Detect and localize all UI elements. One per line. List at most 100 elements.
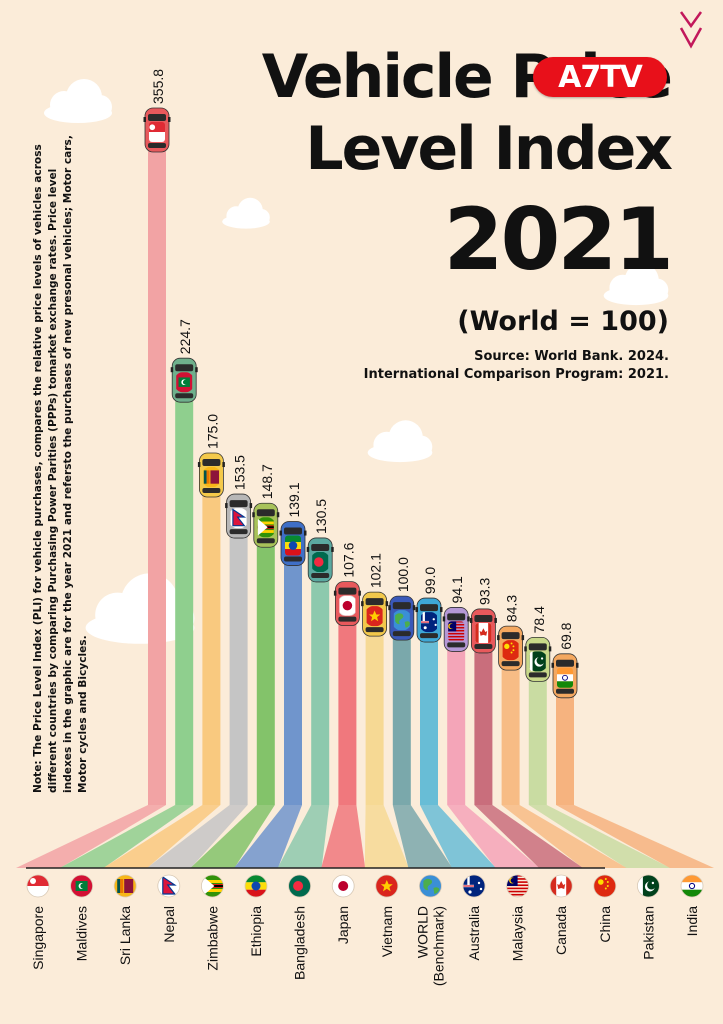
category-label: Singapore <box>30 906 46 970</box>
ethiopia-flag-icon <box>244 874 268 898</box>
perspective-ray <box>474 805 584 868</box>
bar-pakistan <box>528 655 547 805</box>
car-marker <box>415 597 443 643</box>
value-label: 99.0 <box>422 567 438 594</box>
perspective-ray <box>447 805 540 868</box>
category-labels: Singapore Maldives Sri Lanka Nepal Zimbabwe E… <box>30 906 700 986</box>
car-marker <box>225 493 253 539</box>
car-marker <box>388 595 416 641</box>
value-label: 102.1 <box>368 553 384 588</box>
category-label: Bangladesh <box>292 906 308 980</box>
value-label: 94.1 <box>449 576 465 603</box>
category-label: Malaysia <box>510 906 526 961</box>
value-label: 139.1 <box>286 482 302 517</box>
category-label: Zimbabwe <box>204 906 220 971</box>
australia-flag-icon <box>462 874 486 898</box>
value-label: 69.8 <box>558 622 574 649</box>
car-markers <box>143 107 579 699</box>
bar-japan <box>338 599 357 805</box>
category-label: Australia <box>466 906 482 961</box>
perspective-ray <box>528 805 671 868</box>
value-label: 93.3 <box>476 577 492 604</box>
perspective-ray <box>103 805 221 868</box>
perspective-ray <box>234 805 302 868</box>
brand-chevron-icon <box>679 11 703 49</box>
india-flag-icon <box>680 874 704 898</box>
perspective-ray <box>501 805 627 868</box>
bar-nepal <box>229 512 248 805</box>
car-marker <box>469 608 497 654</box>
perspective-ray <box>556 805 714 868</box>
bar-maldives <box>175 376 194 805</box>
category-label: India <box>684 906 700 937</box>
car-marker <box>197 452 225 498</box>
maldives-flag-icon <box>70 874 93 898</box>
cloud <box>367 420 433 463</box>
car-marker <box>361 591 389 637</box>
car-marker <box>279 521 307 566</box>
nepal-flag-icon <box>157 874 181 898</box>
car-marker <box>551 653 579 699</box>
perspective-rays <box>16 805 714 868</box>
bar-zimbabwe <box>256 521 275 805</box>
world-flag-icon <box>418 874 442 898</box>
cloud <box>603 263 669 306</box>
perspective-ray <box>16 805 166 868</box>
car-marker <box>442 607 470 652</box>
china-flag-icon <box>593 874 617 898</box>
category-label: China <box>597 906 613 943</box>
perspective-ray <box>321 805 366 868</box>
bangladesh-flag-icon <box>288 874 312 898</box>
canada-flag-icon <box>549 874 573 898</box>
bar-canada <box>474 626 493 805</box>
value-label: 130.5 <box>313 499 329 534</box>
sri-lanka-flag-icon <box>113 874 137 898</box>
value-label: 148.7 <box>259 464 275 499</box>
vietnam-flag-icon <box>375 874 399 898</box>
bar-bangladesh <box>311 555 330 805</box>
value-label: 107.6 <box>340 542 356 577</box>
malaysia-flag-icon <box>506 874 529 898</box>
value-label: 84.3 <box>504 595 520 622</box>
value-label: 355.8 <box>150 69 166 104</box>
bars <box>148 126 574 805</box>
category-label: WORLD(Benchmark) <box>414 906 446 986</box>
subtitle: (World = 100) <box>457 306 669 337</box>
category-label: Maldives <box>74 906 90 961</box>
car-marker <box>143 107 171 153</box>
car-marker <box>524 636 552 682</box>
bar-australia <box>420 616 438 805</box>
source-line-1: Source: World Bank. 2024. <box>474 349 669 364</box>
category-label: Nepal <box>161 906 177 943</box>
perspective-ray <box>59 805 194 868</box>
bar-malaysia <box>447 625 466 805</box>
perspective-ray <box>190 805 275 868</box>
bar-ethiopia <box>284 539 302 805</box>
japan-flag-icon <box>331 874 355 898</box>
title-year: 2021 <box>443 190 674 290</box>
a7tv-logo: A7TV <box>533 57 667 97</box>
bar-singapore <box>148 126 166 805</box>
car-marker <box>333 581 361 627</box>
cloud <box>44 79 112 123</box>
car-marker <box>306 537 334 583</box>
bar-world <box>392 614 411 805</box>
perspective-ray <box>392 805 453 868</box>
car-marker <box>497 625 525 671</box>
value-label: 100.0 <box>395 557 411 592</box>
perspective-ray <box>146 805 248 868</box>
car-marker <box>170 357 198 403</box>
perspective-ray <box>364 805 409 868</box>
value-label: 175.0 <box>204 414 220 449</box>
bar-vietnam <box>365 610 384 805</box>
value-label: 78.4 <box>531 606 547 633</box>
bar-china <box>501 644 520 805</box>
category-label: Japan <box>335 906 351 944</box>
car-marker <box>252 502 280 548</box>
value-label: 224.7 <box>177 319 193 354</box>
zimbabwe-flag-icon <box>200 874 224 898</box>
category-label: Ethiopia <box>248 906 264 957</box>
value-labels: 355.8 224.7 175.0 153.5 148.7 139.1 130.5 107.6… <box>150 69 574 650</box>
category-label: Vietnam <box>379 906 395 957</box>
